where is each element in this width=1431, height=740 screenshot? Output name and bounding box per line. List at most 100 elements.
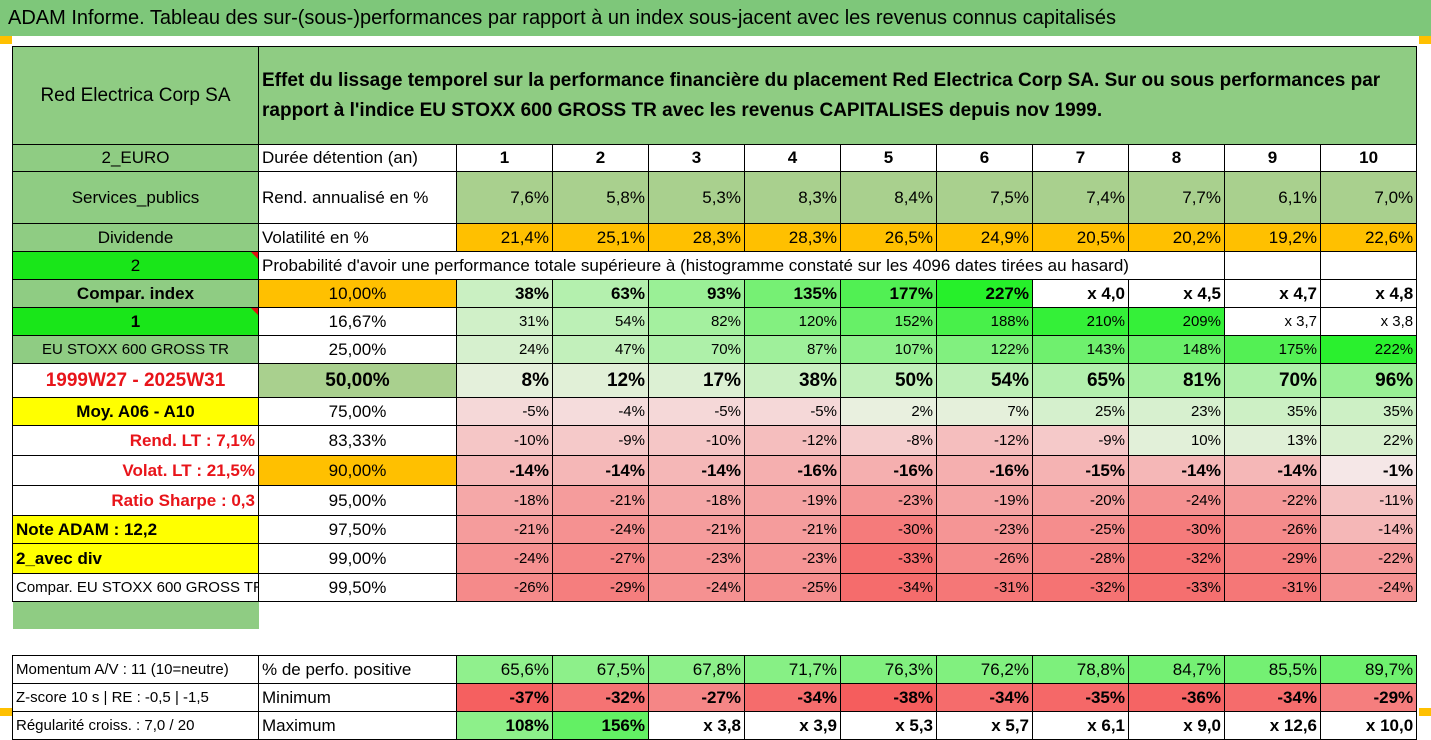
compar-label: Compar. index [12,279,259,308]
year-header: 1 [456,144,553,172]
min-label: Minimum [258,683,457,712]
prob-cell: -26% [456,573,553,602]
sharpe-label: Ratio Sharpe : 0,3 [12,485,259,516]
pos-cell: 85,5% [1224,655,1321,684]
prob-row: 2_avec div 99,00% -24% -27% -23% -23% -33% -26%… [12,543,1418,574]
year-header: 10 [1319,144,1418,172]
prob-level: 95,00% [258,485,457,516]
rend-cell: 5,3% [648,171,745,224]
min-cell: -36% [1128,683,1225,712]
vol-cell: 24,9% [936,223,1033,252]
header-row: Red Electrica Corp SA Effet du lissage te… [12,46,1418,145]
prob-cell: 38% [456,279,553,308]
rend-cell: 6,1% [1224,171,1321,224]
vol-cell: 20,5% [1032,223,1129,252]
pos-cell: 76,2% [936,655,1033,684]
prob-cell: x 4,5 [1128,279,1225,308]
prob-cell: 70% [648,335,745,364]
prob-cell: 175% [1224,335,1321,364]
prob-level: 10,00% [258,279,457,308]
prob-cell: -5% [744,397,841,426]
rend-cell: 7,7% [1128,171,1225,224]
prob-level: 99,00% [258,543,457,574]
prob-cell: 143% [1032,335,1129,364]
pos-row: Momentum A/V : 11 (10=neutre)% de perfo.… [12,655,1418,684]
prob-cell: 12% [552,363,649,398]
prob-cell: -31% [1224,573,1321,602]
year-header: 8 [1128,144,1225,172]
prob-cell: 2% [840,397,937,426]
compar-index-label: Compar. EU STOXX 600 GROSS TR [12,573,259,602]
prob-cell: 13% [1224,425,1321,456]
prob-cell: -21% [456,515,553,544]
prob-cell: -5% [456,397,553,426]
count-cell: 2 [12,251,259,280]
prob-cell: 188% [936,307,1033,336]
prob-level: 83,33% [258,425,457,456]
prob-cell: x 3,7 [1224,307,1321,336]
min-cell: -29% [1319,683,1418,712]
prob-cell: -14% [1128,455,1225,486]
regularite-label: Régularité croiss. : 7,0 / 20 [12,711,259,740]
rend-cell: 7,0% [1319,171,1418,224]
prob-cell: 135% [744,279,841,308]
spacer-row [13,629,1417,656]
prob-cell: -24% [552,515,649,544]
prob-level: 25,00% [258,335,457,364]
prob-cell: -23% [840,485,937,516]
prob-cell: 177% [840,279,937,308]
prob-cell: -32% [1032,573,1129,602]
prob-cell: -19% [744,485,841,516]
min-cell: -38% [840,683,937,712]
sector-label: Services_publics [12,171,259,224]
prob-cell: -34% [840,573,937,602]
prob-level: 16,67% [258,307,457,336]
min-cell: -27% [648,683,745,712]
spacer [259,602,1417,629]
pos-cell: 71,7% [744,655,841,684]
prob-cell: -16% [744,455,841,486]
rend-cell: 8,4% [840,171,937,224]
max-cell: x 3,9 [744,711,841,740]
prob-cell: 227% [936,279,1033,308]
prob-cell: -24% [648,573,745,602]
rend-lt-label: Rend. LT : 7,1% [12,425,259,456]
prob-cell: 87% [744,335,841,364]
prob-cell: -10% [648,425,745,456]
prob-level: 90,00% [258,455,457,486]
prob-cell: -26% [936,543,1033,574]
year-header: 9 [1224,144,1321,172]
year-header: 6 [936,144,1033,172]
prob-cell: 65% [1032,363,1129,398]
rend-cell: 7,4% [1032,171,1129,224]
currency-label: 2_EURO [12,144,259,172]
empty-cell [1224,251,1321,280]
min-row: Z-score 10 s | RE : -0,5 | -1,5 Minimum -3… [12,683,1418,712]
prob-cell: -10% [456,425,553,456]
prob-cell: -32% [1128,543,1225,574]
prob-cell: 209% [1128,307,1225,336]
vol-cell: 26,5% [840,223,937,252]
year-header: 2 [552,144,649,172]
volat-lt-label: Volat. LT : 21,5% [12,455,259,486]
prob-cell: -21% [552,485,649,516]
prob-cell: 24% [456,335,553,364]
prob-cell: 210% [1032,307,1129,336]
performance-table: Red Electrica Corp SA Effet du lissage te… [12,46,1418,740]
max-cell: x 3,8 [648,711,745,740]
vol-cell: 20,2% [1128,223,1225,252]
prob-row: EU STOXX 600 GROSS TR 25,00% 24% 47% 70% 87% 1… [12,335,1418,364]
rend-cell: 5,8% [552,171,649,224]
prob-cell: 148% [1128,335,1225,364]
rend-cell: 7,6% [456,171,553,224]
prob-cell: 152% [840,307,937,336]
year-header: 7 [1032,144,1129,172]
prob-level: 99,50% [258,573,457,602]
prob-cell: -26% [1224,515,1321,544]
prob-cell: 54% [552,307,649,336]
prob-cell: -24% [456,543,553,574]
pos-cell: 76,3% [840,655,937,684]
prob-cell: -8% [840,425,937,456]
max-cell: x 12,6 [1224,711,1321,740]
prob-cell: -5% [648,397,745,426]
